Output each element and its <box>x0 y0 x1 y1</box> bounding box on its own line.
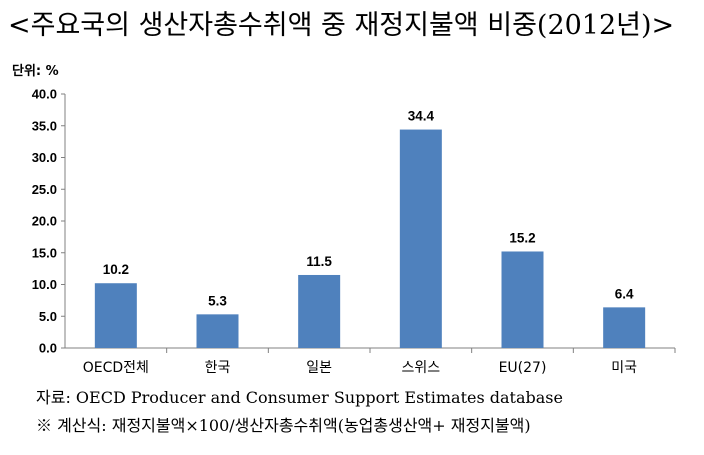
x-tick-label: 일본 <box>306 360 332 376</box>
chart-bars <box>94 129 646 348</box>
x-tick-label: 스위스 <box>402 360 441 376</box>
chart-title: <주요국의 생산자총수취액 중 재정지불액 비중(2012년)> <box>8 10 675 41</box>
data-label: 11.5 <box>306 254 332 269</box>
data-label: 5.3 <box>208 293 227 308</box>
data-label: 34.4 <box>408 109 435 124</box>
x-tick-label: EU(27) <box>499 360 547 376</box>
y-tick-label: 5.0 <box>39 309 57 324</box>
y-tick-label: 40.0 <box>32 87 57 102</box>
y-tick-label: 20.0 <box>32 214 57 229</box>
chart-axes: 0.0 5.0 10.0 15.0 20.0 25.0 30.0 35.0 40.0 <box>32 87 676 356</box>
bar <box>298 274 341 348</box>
y-tick-label: 30.0 <box>32 150 57 165</box>
data-label: 15.2 <box>509 230 535 245</box>
formula-note: ※ 계산식: 재정지불액×100/생산자총수취액(농업총생산액+ 재정지불액) <box>36 416 531 435</box>
bar <box>399 129 442 348</box>
bar <box>501 251 544 348</box>
y-tick-label: 15.0 <box>32 245 57 260</box>
x-tick-label: 한국 <box>205 360 231 376</box>
unit-label: 단위: % <box>12 64 59 79</box>
chart-labels: 10.2 OECD전체 5.3 한국 11.5 일본 34.4 스위스 15.2 EU(27) 6.… <box>83 109 637 376</box>
source-note: 자료: OECD Producer and Consumer Support E… <box>36 388 563 407</box>
bar <box>196 314 239 348</box>
data-label: 10.2 <box>103 262 129 277</box>
bar <box>94 283 137 348</box>
bar <box>603 307 646 348</box>
y-tick-label: 0.0 <box>39 341 57 356</box>
y-tick-label: 25.0 <box>32 182 57 197</box>
x-tick-label: 미국 <box>611 360 637 376</box>
data-label: 6.4 <box>615 286 634 301</box>
y-tick-label: 10.0 <box>32 277 57 292</box>
y-tick-label: 35.0 <box>32 118 57 133</box>
x-tick-label: OECD전체 <box>83 360 149 376</box>
